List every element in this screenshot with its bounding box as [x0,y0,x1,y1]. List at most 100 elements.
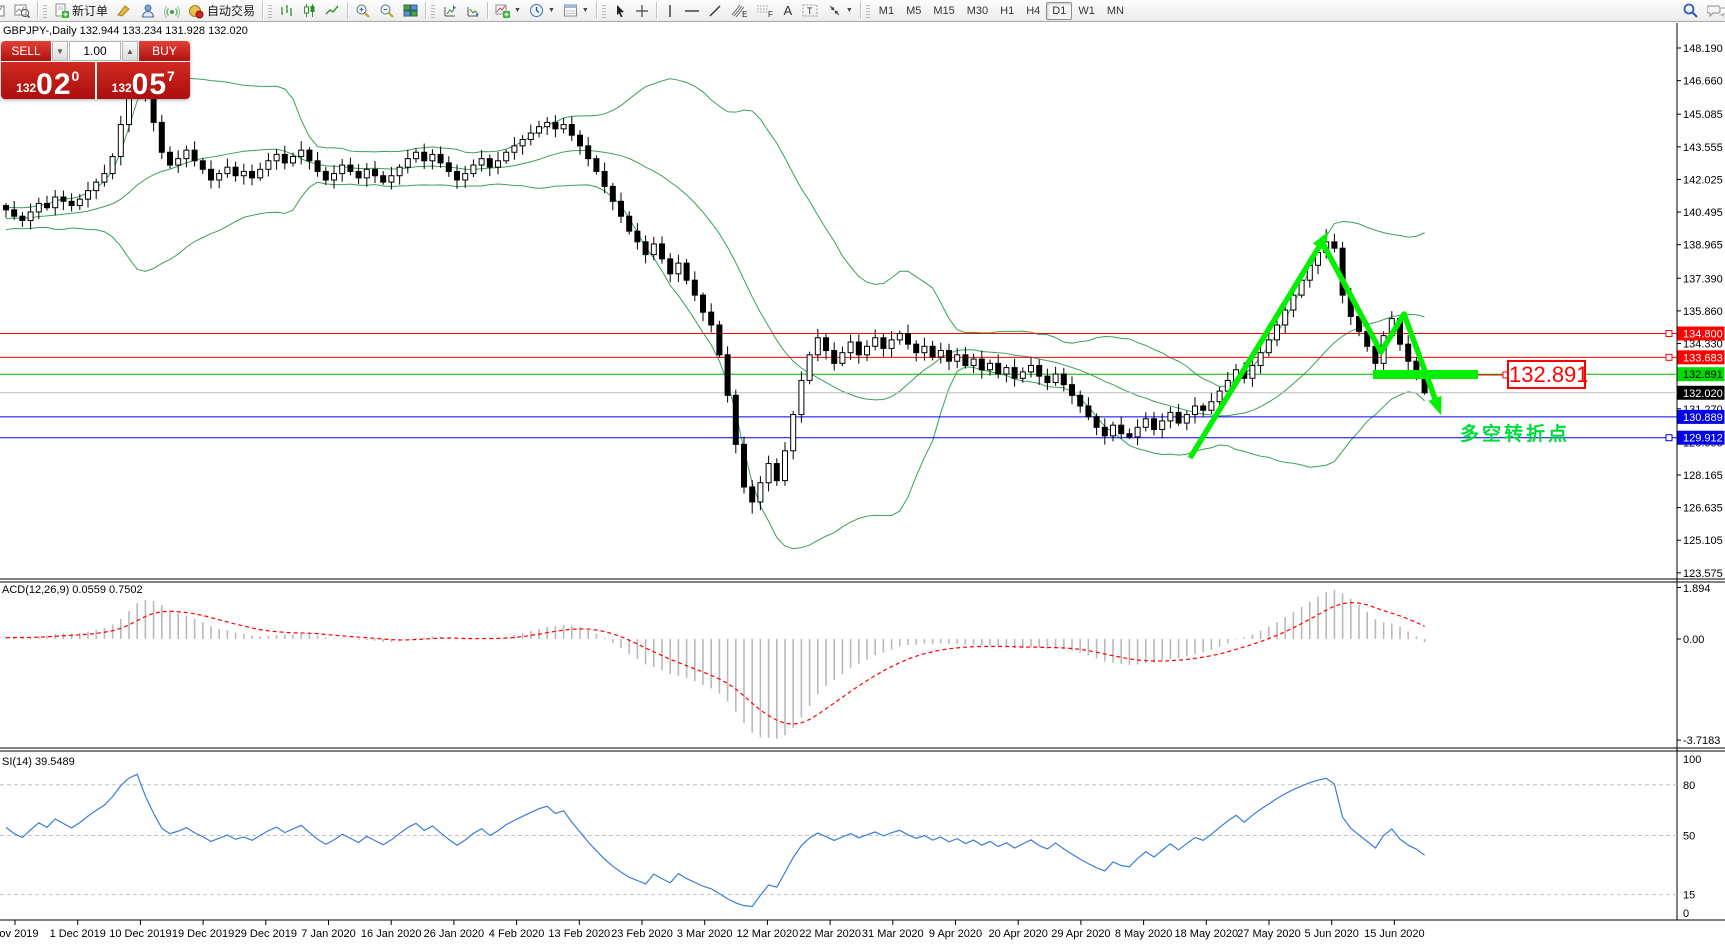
svg-text:134.330: 134.330 [1683,339,1723,351]
toolbar-grip[interactable] [268,3,273,18]
zoom-in-button[interactable] [351,1,375,21]
fibo-grid-icon: F [756,5,773,18]
tab-timeframe-m1[interactable]: M1 [878,4,895,17]
svg-text:130.889: 130.889 [1683,412,1723,424]
svg-text:-3.7183: -3.7183 [1683,735,1720,747]
svg-text:27 May 2020: 27 May 2020 [1237,928,1301,940]
one-click-trading-panel: SELL ▼ ▲ BUY 132 02 0 132 05 7 [1,41,190,99]
tab-timeframe-mn[interactable]: MN [1106,4,1124,17]
horizontal-line-tool-button[interactable] [680,1,704,21]
toolbar-grip[interactable] [865,3,870,18]
autotrade-label: 自动交易 [207,4,256,18]
svg-text:4 Feb 2020: 4 Feb 2020 [489,928,545,940]
tab-timeframe-m5[interactable]: M5 [906,4,922,17]
svg-text:1.894: 1.894 [1683,583,1711,595]
toolbar-grip[interactable] [431,3,436,18]
text-label-icon: T [802,4,818,17]
svg-text:16 Jan 2020: 16 Jan 2020 [361,928,422,940]
toolbar-separator [859,2,861,19]
cursor-tool-button[interactable] [609,1,631,21]
sell-price-button[interactable]: 132 02 0 [1,62,95,99]
svg-text:Nov 2019: Nov 2019 [0,928,39,940]
text-tool-icon: A [783,3,793,18]
new-order-button[interactable]: 新订单 [50,1,112,21]
vertical-line-tool-button[interactable] [660,1,680,21]
text-label-tool-button[interactable]: T [798,1,823,21]
risk-tool-button[interactable] [112,1,136,21]
svg-text:1 Dec 2019: 1 Dec 2019 [50,928,106,940]
clipped-icon[interactable] [0,1,10,21]
buy-price-main: 132 [111,81,132,95]
candlestick-chart-button[interactable] [298,1,321,21]
tab-timeframe-h4[interactable]: H4 [1026,4,1041,17]
sell-button[interactable]: SELL [1,41,51,61]
template-icon [563,4,577,17]
search-button[interactable] [1678,1,1703,21]
vertical-line-icon [669,4,671,17]
tab-timeframe-h1[interactable]: H1 [1000,4,1015,17]
text-tool-button[interactable]: A [778,1,798,21]
arrange-down-icon [467,7,480,17]
toolbar-grip[interactable] [601,3,606,18]
expert-advisor-button[interactable] [136,1,160,21]
sell-price-pip: 0 [71,68,80,84]
autotrade-button[interactable]: 自动交易 [184,1,259,21]
tab-timeframe-d1[interactable]: D1 [1046,1,1073,20]
toolbar-grip[interactable] [43,3,47,18]
turning-point-annotation[interactable]: 多空转折点 [1460,424,1571,445]
svg-text:125.105: 125.105 [1683,535,1723,547]
price-level-text-label[interactable]: 132.891 [1507,360,1589,389]
crosshair-tool-button[interactable] [631,1,653,21]
buy-price-button[interactable]: 132 05 7 [96,62,190,99]
tile-windows-button[interactable] [399,1,422,21]
svg-text:29 Apr 2020: 29 Apr 2020 [1051,928,1110,940]
fibo-tool-button[interactable]: E [726,1,752,21]
zoom-out-icon [380,4,394,18]
chat-button[interactable] [1703,1,1725,21]
svg-text:31 Mar 2020: 31 Mar 2020 [862,928,924,940]
cursor-icon [616,4,624,17]
svg-text:7 Jan 2020: 7 Jan 2020 [301,928,355,940]
arrows-tool-button[interactable]: ▼ [823,1,857,21]
chevron-down-icon: ▼ [845,7,853,14]
volume-input[interactable] [69,41,121,61]
fibo-grid-tool-button[interactable]: F [752,1,778,21]
svg-text:148.190: 148.190 [1683,43,1723,55]
sell-price-main: 132 [16,81,37,95]
periods-button[interactable]: ▼ [525,1,559,21]
signal-button[interactable] [160,1,184,21]
toolbar-separator [425,2,427,19]
trendline-tool-button[interactable] [704,1,726,21]
toolbar-separator [655,2,657,19]
clock-icon [529,4,543,17]
bar-chart-button[interactable] [275,1,298,21]
add-indicator-button[interactable]: ▼ [491,1,525,21]
rsi-label: SI(14) 39.5489 [2,756,75,768]
buy-price-big: 05 [131,67,168,99]
svg-text:133.683: 133.683 [1683,352,1723,364]
arrange-down-button[interactable] [461,1,484,21]
svg-text:18 May 2020: 18 May 2020 [1174,928,1238,940]
tab-timeframe-w1[interactable]: W1 [1078,4,1095,17]
line-chart-button[interactable] [321,1,344,21]
chart-preview-button[interactable] [10,1,34,21]
volume-up-button[interactable]: ▲ [122,41,138,61]
svg-text:0: 0 [1683,908,1689,920]
zoom-out-button[interactable] [375,1,399,21]
macd-label: ACD(12,26,9) 0.0559 0.7502 [2,584,143,596]
svg-text:15: 15 [1683,890,1695,902]
arrows-icon [829,5,840,16]
template-button[interactable]: ▼ [559,1,593,21]
tab-timeframe-m15[interactable]: M15 [933,4,955,17]
volume-down-button[interactable]: ▼ [52,41,68,61]
buy-button[interactable]: BUY [139,41,190,61]
arrange-up-icon [444,5,457,17]
chevron-down-icon: ▼ [581,7,589,14]
svg-text:E: E [742,10,747,18]
bar-chart-icon [281,5,293,16]
crayon-icon [117,4,130,17]
crosshair-icon [635,4,648,17]
arrange-up-button[interactable] [438,1,461,21]
tab-timeframe-m30[interactable]: M30 [966,4,989,17]
